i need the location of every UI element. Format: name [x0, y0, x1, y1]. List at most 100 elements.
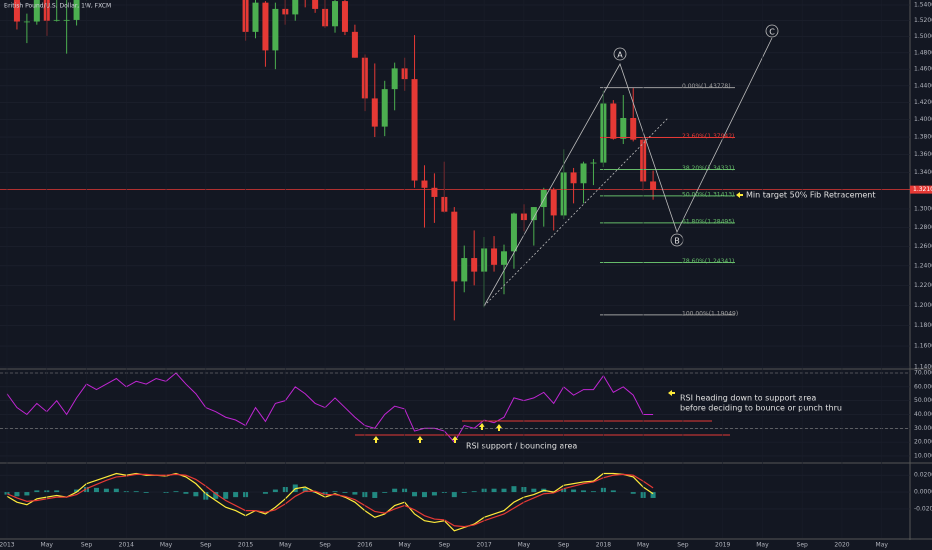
histogram-bar	[54, 490, 60, 493]
histogram-bar	[34, 490, 40, 493]
x-tick-label: 2015	[238, 542, 253, 549]
rsi-panel	[0, 372, 910, 457]
histogram-bar	[93, 487, 99, 493]
candle-body	[262, 2, 269, 51]
y-tick-label: 1.50000	[914, 33, 932, 40]
candle-body	[610, 103, 617, 139]
histogram-bar	[14, 492, 20, 497]
histogram-bar	[630, 492, 636, 494]
arrow	[496, 424, 502, 431]
candle-body	[292, 0, 299, 15]
histogram-bar	[223, 492, 229, 499]
y-tick-label: 1.44000	[914, 82, 932, 89]
rsi-line	[6, 372, 654, 443]
x-tick-label: 2014	[119, 542, 134, 549]
annotation: RSI heading down to support area	[680, 394, 816, 403]
macd-panel	[0, 472, 910, 532]
x-tick-label: May	[398, 542, 411, 549]
x-tick-label: Sep	[439, 542, 451, 549]
candle-body	[421, 180, 428, 188]
candle-body	[53, 19, 60, 21]
x-tick-label: 2016	[357, 542, 372, 549]
wave-line	[483, 37, 773, 307]
x-tick-label: 2020	[834, 542, 849, 549]
histogram-bar	[173, 491, 179, 493]
fib-label: 0.00%(1.43778)	[682, 83, 731, 90]
x-tick-label: 2017	[476, 542, 491, 549]
fib-label: 50.00%(1.31413)	[682, 191, 734, 198]
y-tick-label: 1.54000	[914, 1, 932, 8]
fib-label: 100.00%(1.19049)	[682, 310, 738, 317]
candle-body	[550, 189, 557, 216]
y-tick-label: 70.0000	[914, 370, 932, 377]
histogram-bar	[193, 492, 199, 497]
x-tick-label: May	[160, 542, 173, 549]
candle-body	[620, 117, 627, 139]
candle-body	[33, 0, 40, 22]
y-tick-label: 1.30000	[914, 205, 932, 212]
candle-body	[13, 0, 20, 22]
annotation: RSI support / bouncing area	[466, 442, 577, 451]
y-tick-label: 40.0000	[914, 411, 932, 418]
histogram-bar	[143, 492, 149, 493]
fib-label: 78.60%(1.24341)	[682, 258, 734, 265]
x-tick-label: Sep	[81, 542, 93, 549]
y-tick-label: 1.14000	[914, 363, 932, 370]
candle-body	[391, 68, 398, 90]
histogram-bar	[581, 490, 587, 493]
histogram-bar	[511, 486, 517, 493]
histogram-bar	[332, 491, 338, 493]
x-tick-label: Sep	[558, 542, 570, 549]
x-tick-label: Sep	[200, 542, 212, 549]
y-tick-label: 1.42000	[914, 99, 932, 106]
histogram-bar	[491, 488, 497, 493]
histogram-bar	[461, 492, 467, 493]
candle-body	[461, 258, 468, 282]
x-tick-label: 2013	[0, 542, 15, 549]
histogram-bar	[501, 488, 507, 493]
candle-body	[351, 31, 358, 58]
arrows	[373, 192, 743, 443]
candle-body	[381, 89, 388, 127]
histogram-bar	[302, 487, 308, 493]
candle-body	[530, 207, 537, 221]
histogram-bar	[183, 492, 189, 494]
x-tick-label: Sep	[797, 542, 809, 549]
histogram-bar	[133, 491, 139, 493]
y-tick-label: 1.40000	[914, 116, 932, 123]
arrow	[736, 192, 743, 198]
candle-body	[510, 213, 517, 252]
y-tick-label: 0.0000	[914, 489, 932, 496]
histogram-bar	[471, 491, 477, 493]
arrow	[452, 436, 458, 443]
y-tick-label: 1.18000	[914, 322, 932, 329]
y-tick-label: 1.36000	[914, 151, 932, 158]
histogram-bar	[451, 492, 457, 498]
candle-body	[411, 79, 418, 181]
y-tick-label: 20.0000	[914, 439, 932, 446]
chart-title: British Pound/U.S. Dollar, 1W, FXCM	[4, 3, 111, 10]
x-tick-label: 2019	[715, 542, 730, 549]
y-tick-label: 10.0000	[914, 452, 932, 459]
candle-body	[650, 181, 657, 190]
candle-body	[341, 1, 348, 32]
arrow	[668, 390, 675, 396]
histogram-bar	[74, 489, 80, 493]
histogram-bar	[372, 492, 378, 498]
x-tick-label: May	[279, 542, 292, 549]
y-tick-label: 1.48000	[914, 49, 932, 56]
x-tick-label: May	[756, 542, 769, 549]
histogram-bar	[233, 492, 239, 498]
histogram-bar	[531, 488, 537, 493]
histogram-bar	[213, 492, 219, 499]
histogram-bar	[650, 492, 656, 498]
candle-body	[471, 258, 478, 272]
x-tick-label: May	[518, 542, 531, 549]
y-tick-label: 60.0000	[914, 383, 932, 390]
candle-body	[63, 19, 70, 21]
candle-body	[252, 2, 259, 32]
y-tick-label: 1.26000	[914, 243, 932, 250]
candle-body	[491, 248, 498, 265]
